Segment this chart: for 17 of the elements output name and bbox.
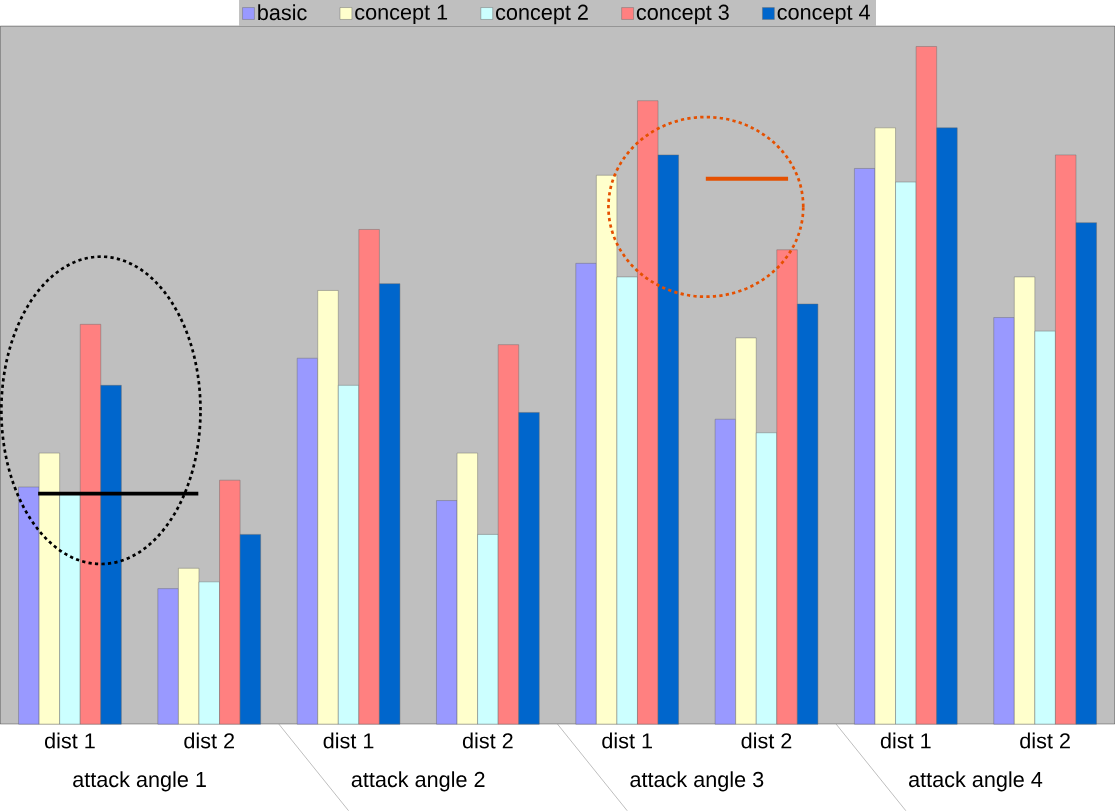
text: attack angle 2 <box>351 771 485 792</box>
text: attack angle 4 <box>909 771 1043 792</box>
text: attack angle 3 <box>630 771 764 792</box>
legend-label: concept 1 <box>355 4 448 25</box>
legend-label: concept 2 <box>496 4 588 25</box>
x-tick-label: dist 1 <box>323 732 374 749</box>
x-tick-label: dist 2 <box>184 732 234 749</box>
x-tick-label: dist 1 <box>880 732 931 749</box>
legend-label: concept 3 <box>636 4 729 25</box>
x-tick-label: dist 2 <box>462 732 513 749</box>
text: attack angle 1 <box>73 771 206 792</box>
legend-label: concept 4 <box>777 4 870 25</box>
x-tick-label: dist 2 <box>741 732 792 749</box>
x-tick-label: dist 2 <box>1020 732 1070 749</box>
legend-label: basic <box>258 4 307 21</box>
x-tick-label: dist 1 <box>602 732 652 749</box>
x-tick-label: dist 1 <box>44 732 95 749</box>
